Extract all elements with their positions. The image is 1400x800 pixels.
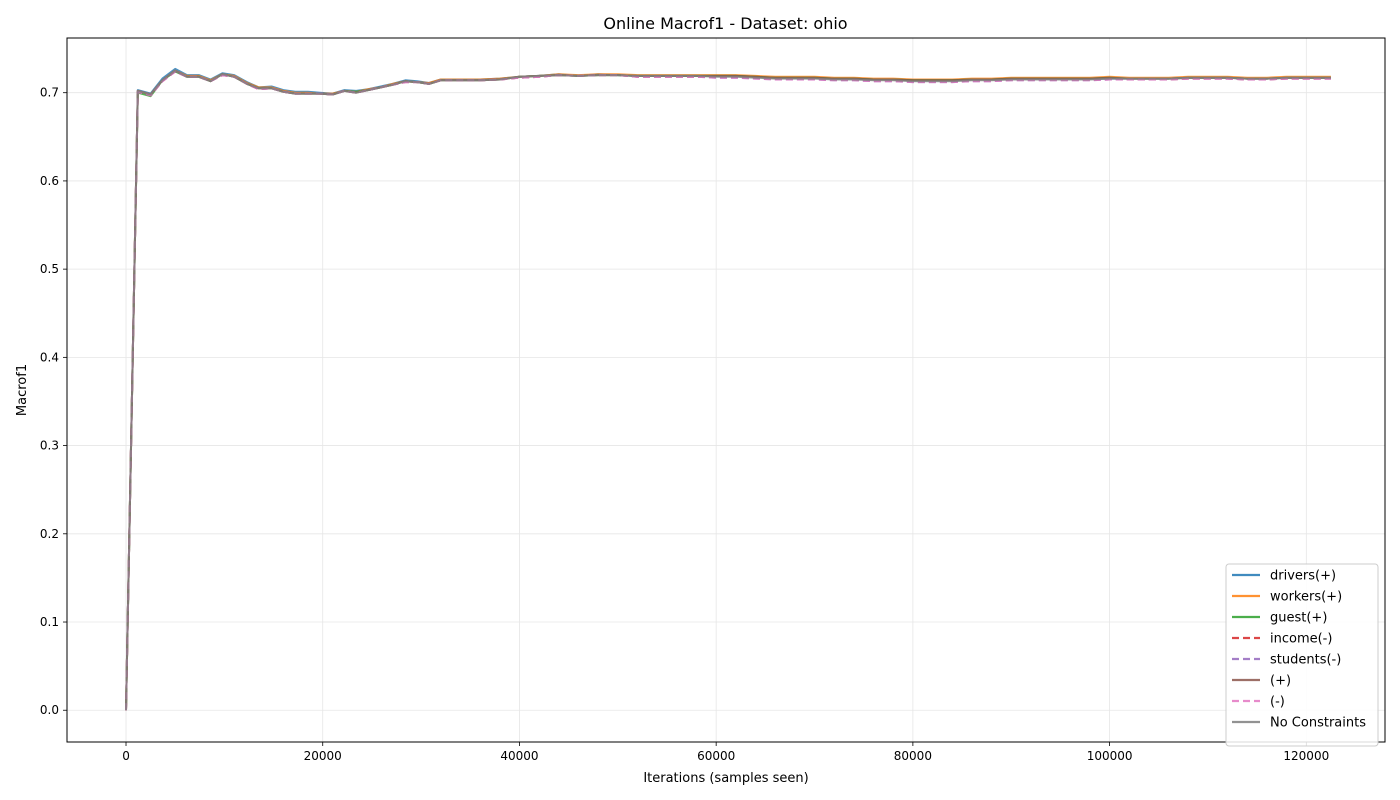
y-tick-label: 0.6 xyxy=(40,174,59,188)
legend-label: income(-) xyxy=(1270,632,1332,647)
legend-box xyxy=(1225,563,1379,747)
legend-label: guest(+) xyxy=(1270,611,1327,626)
y-tick-label: 0.4 xyxy=(40,350,59,364)
legend-label: students(-) xyxy=(1270,653,1341,668)
y-tick-label: 0.2 xyxy=(40,527,59,541)
y-tick-label: 0.0 xyxy=(40,703,59,717)
x-tick-label: 20000 xyxy=(304,749,342,763)
x-tick-label: 120000 xyxy=(1283,749,1329,763)
grid-lines xyxy=(67,38,1385,742)
y-tick-label: 0.3 xyxy=(40,439,59,453)
legend-label: No Constraints xyxy=(1270,716,1366,731)
y-tick-label: 0.1 xyxy=(40,615,59,629)
y-tick-label: 0.7 xyxy=(40,86,59,100)
y-tick-label: 0.5 xyxy=(40,262,59,276)
legend-label: (-) xyxy=(1270,695,1285,710)
legend-label: (+) xyxy=(1270,674,1291,689)
series-line-7 xyxy=(125,69,1331,711)
plot-area-frame xyxy=(66,37,1386,743)
chart-title: Online Macrof1 - Dataset: ohio xyxy=(603,14,847,33)
x-tick-label: 100000 xyxy=(1087,749,1133,763)
x-axis-title: Iterations (samples seen) xyxy=(643,771,808,786)
legend-label: workers(+) xyxy=(1270,590,1342,605)
legend: drivers(+) workers(+) guest(+) income(-) stu… xyxy=(1225,563,1379,747)
x-axis: 0 20000 40000 60000 80000 100000 120000 xyxy=(122,742,1329,763)
x-tick-label: 0 xyxy=(122,749,130,763)
y-axis: 0.0 0.1 0.2 0.3 0.4 0.5 0.6 0.7 xyxy=(40,86,67,717)
x-tick-label: 80000 xyxy=(894,749,932,763)
x-tick-label: 60000 xyxy=(697,749,735,763)
series-lines xyxy=(125,67,1331,711)
y-axis-title: Macrof1 xyxy=(15,364,30,416)
legend-label: drivers(+) xyxy=(1270,569,1336,584)
x-tick-label: 40000 xyxy=(500,749,538,763)
